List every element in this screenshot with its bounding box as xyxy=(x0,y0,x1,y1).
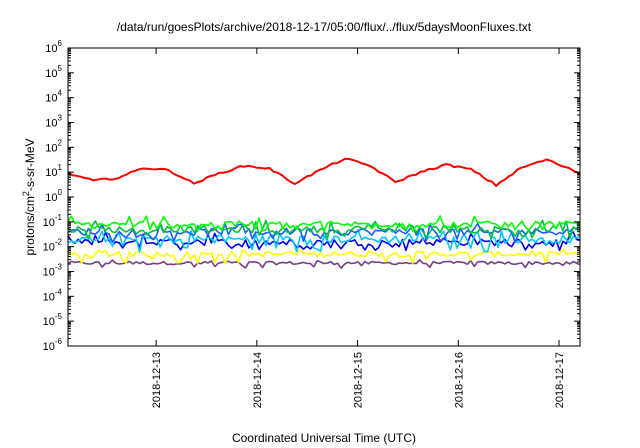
y-axis-label: protons/cm2-s-sr-MeV xyxy=(21,138,37,255)
y-tick-label: 10-5 xyxy=(43,312,63,328)
plot-frame xyxy=(67,47,581,347)
y-tick-label: 10-6 xyxy=(43,337,63,353)
y-tick-label: 102 xyxy=(45,138,62,154)
x-tick-label: 2018-12-13 xyxy=(151,352,163,408)
y-axis-label-group: protons/cm2-s-sr-MeV xyxy=(21,138,37,255)
series-line xyxy=(67,231,581,252)
x-axis: 2018-12-13 2018-12-14 2018-12-15 2018-12-16… xyxy=(151,48,566,408)
x-tick-label: 2018-12-14 xyxy=(252,352,264,408)
y-tick-label: 100 xyxy=(45,188,62,204)
plot-area xyxy=(67,157,581,270)
y-tick-label: 10-1 xyxy=(43,213,63,229)
y-tick-label: 10-4 xyxy=(43,287,63,303)
y-tick-label: 10-3 xyxy=(43,263,63,279)
x-tick-label: 2018-12-15 xyxy=(353,352,365,408)
y-tick-label: 106 xyxy=(45,39,62,55)
y-tick-label: 10-2 xyxy=(43,238,63,254)
y-tick-label: 104 xyxy=(45,89,62,105)
series-line xyxy=(67,215,581,232)
series-line xyxy=(67,157,581,187)
chart-title: /data/run/goesPlots/archive/2018-12-17/0… xyxy=(117,20,532,34)
series-line xyxy=(67,259,581,270)
x-axis-label: Coordinated Universal Time (UTC) xyxy=(232,431,416,445)
series-line xyxy=(67,248,581,265)
y-tick-label: 103 xyxy=(45,114,62,130)
y-tick-label: 101 xyxy=(45,163,62,179)
x-tick-label: 2018-12-16 xyxy=(453,352,465,408)
y-tick-label: 105 xyxy=(45,64,62,80)
x-tick-label: 2018-12-17 xyxy=(554,352,566,408)
y-axis: 10-6 10-5 10-4 10-3 10-2 10-1 100 101 102 103 104 1… xyxy=(43,39,580,353)
